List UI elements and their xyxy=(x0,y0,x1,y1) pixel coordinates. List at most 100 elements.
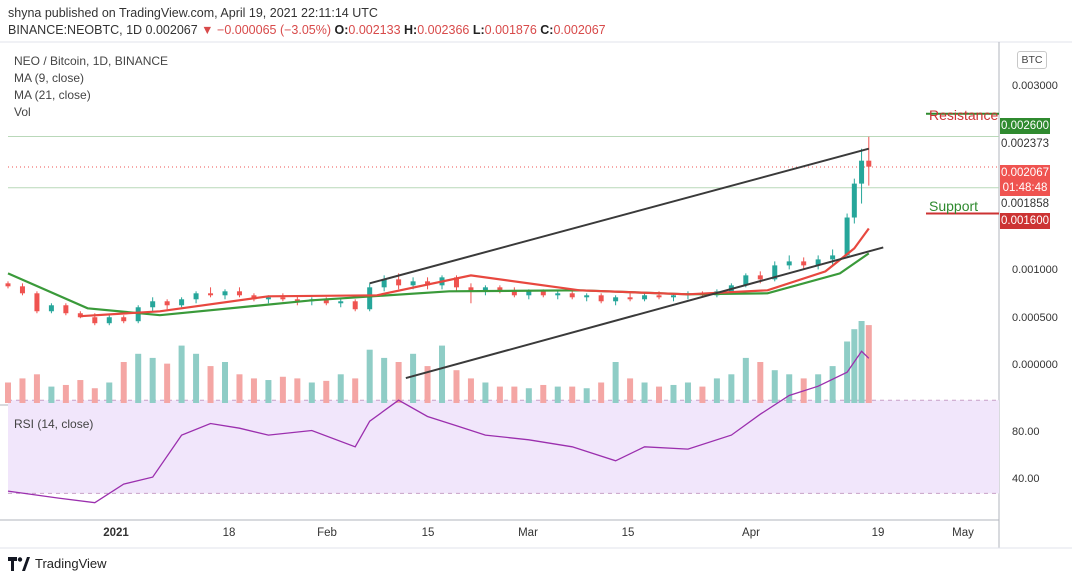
resistance-label: Resistance xyxy=(929,107,999,123)
volume-bar xyxy=(598,382,605,403)
candle-body xyxy=(19,286,25,294)
volume-bar xyxy=(612,362,619,403)
volume-bar xyxy=(525,388,532,403)
x-tick: 18 xyxy=(222,527,236,539)
candle-body xyxy=(584,295,590,298)
ohlc-header: BINANCE:NEOBTC, 1D 0.002067 ▼ −0.000065 … xyxy=(8,23,606,37)
volume-bar xyxy=(742,357,749,403)
volume-bar xyxy=(699,386,706,403)
candle-body xyxy=(830,255,836,260)
legend-pair: NEO / Bitcoin, 1D, BINANCE xyxy=(14,54,169,68)
volume-bar xyxy=(337,374,344,403)
support-label: Support xyxy=(929,198,979,214)
legend-ma21[interactable]: MA (21, close) xyxy=(14,88,91,102)
volume-bar xyxy=(207,366,214,403)
candle-body xyxy=(757,275,763,280)
high-price-tag: 0.002373 xyxy=(1000,136,1050,152)
volume-bar xyxy=(222,362,229,403)
candle-body xyxy=(453,277,459,288)
candle-body xyxy=(526,291,532,296)
volume-bar xyxy=(410,353,417,403)
candle-body xyxy=(381,279,387,288)
candle-body xyxy=(164,301,170,306)
trendline xyxy=(405,246,884,380)
volume-bar xyxy=(424,366,431,403)
price-tick: 0.000000 xyxy=(1012,359,1058,371)
candle-body xyxy=(569,293,575,298)
candle-body xyxy=(540,291,546,296)
change-down-icon: ▼ xyxy=(201,23,214,37)
candle-body xyxy=(772,265,778,280)
volume-bar xyxy=(858,321,865,403)
volume-bar xyxy=(554,386,561,403)
volume-bar xyxy=(728,374,735,403)
candle-body xyxy=(598,295,604,302)
volume-bar xyxy=(279,376,286,403)
candle-body xyxy=(497,287,503,292)
volume-bar xyxy=(135,353,142,403)
candle-body xyxy=(208,293,214,296)
volume-bar xyxy=(62,384,69,403)
volume-bar xyxy=(178,345,185,403)
volume-bar xyxy=(77,380,84,403)
volume-bar xyxy=(439,345,446,403)
open-value: 0.002133 xyxy=(348,23,401,37)
candle-body xyxy=(338,301,344,304)
legend-volume[interactable]: Vol xyxy=(14,105,31,119)
candle-body xyxy=(121,317,127,322)
volume-bar xyxy=(482,382,489,403)
price-tick: 0.003000 xyxy=(1012,80,1058,92)
volume-bar xyxy=(496,386,503,403)
rsi-tick: 40.00 xyxy=(1012,473,1040,485)
candle-body xyxy=(323,299,329,304)
candle-body xyxy=(511,291,517,296)
candle-body xyxy=(294,299,300,302)
publisher-line: shyna published on TradingView.com, Apri… xyxy=(8,6,378,20)
candle-body xyxy=(482,287,488,292)
volume-bar xyxy=(149,357,156,403)
volume-bar xyxy=(106,382,113,403)
price-tick: 0.001000 xyxy=(1012,264,1058,276)
volume-bar xyxy=(540,384,547,403)
candle-body xyxy=(367,287,373,310)
legend-rsi[interactable]: RSI (14, close) xyxy=(14,417,94,431)
volume-bar xyxy=(395,362,402,403)
tradingview-icon xyxy=(8,556,30,571)
candle-body xyxy=(106,317,112,324)
volume-bar xyxy=(33,374,40,403)
volume-bar xyxy=(511,386,518,403)
candle-body xyxy=(786,261,792,266)
x-tick: May xyxy=(952,527,974,539)
currency-badge[interactable]: BTC xyxy=(1017,51,1047,69)
candle-body xyxy=(34,293,40,312)
volume-bar xyxy=(236,374,243,403)
volume-bar xyxy=(308,382,315,403)
close-value: 0.002067 xyxy=(553,23,606,37)
candle-body xyxy=(280,297,286,300)
legend-ma9[interactable]: MA (9, close) xyxy=(14,71,85,85)
tradingview-logo[interactable]: TradingView xyxy=(8,556,107,571)
x-tick: Mar xyxy=(518,527,538,539)
volume-bar xyxy=(713,378,720,403)
volume-bar xyxy=(19,378,26,403)
candle-body xyxy=(866,160,872,167)
x-tick: Feb xyxy=(317,527,337,539)
candle-body xyxy=(555,293,561,296)
volume-bar xyxy=(366,349,373,403)
volume-bar xyxy=(120,362,127,403)
volume-bar xyxy=(684,382,691,403)
candle-body xyxy=(396,279,402,286)
volume-bar xyxy=(583,388,590,403)
candle-body xyxy=(179,299,185,306)
volume-bar xyxy=(865,325,872,403)
candle-body xyxy=(613,297,619,302)
volume-bar xyxy=(352,378,359,403)
candle-body xyxy=(743,275,749,286)
support-price-tag: 0.001600 xyxy=(1000,213,1050,229)
candle-body xyxy=(801,261,807,266)
volume-bar xyxy=(164,363,171,403)
high-label: H: xyxy=(404,23,418,37)
candle-body xyxy=(63,305,69,314)
volume-bar xyxy=(193,353,200,403)
